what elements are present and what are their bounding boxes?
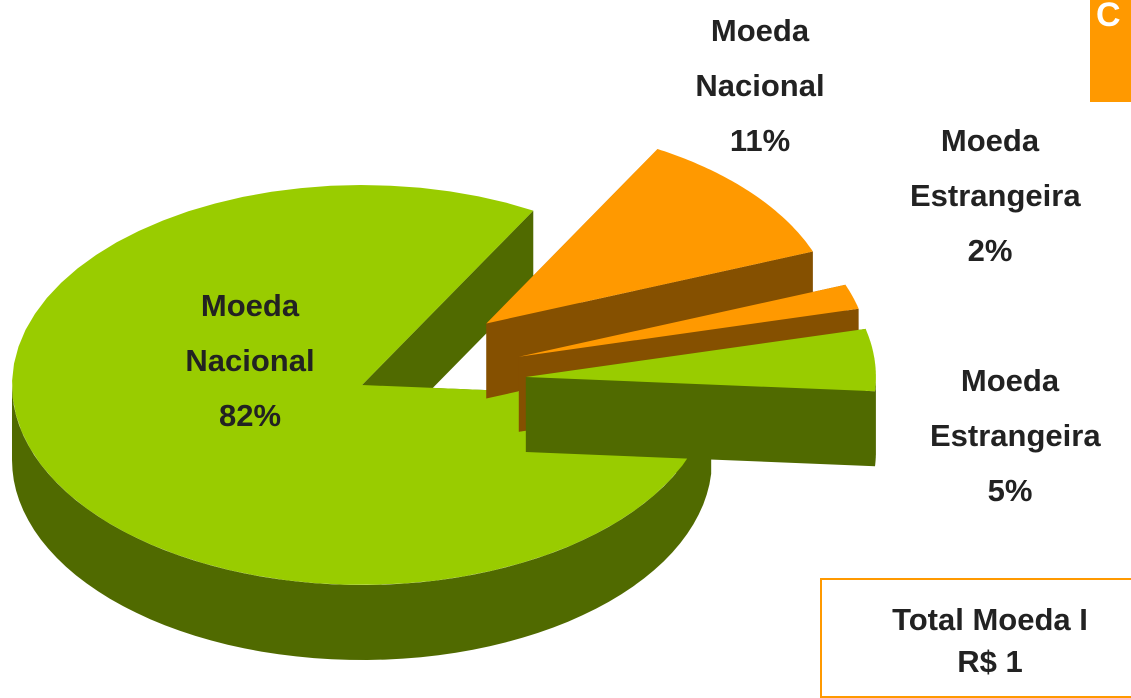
slice xyxy=(486,149,813,324)
value-label: 5% xyxy=(987,473,1033,508)
category-label: Moeda Estrangeira xyxy=(910,123,1081,213)
total-line: Total Moeda I xyxy=(892,602,1088,637)
total-box: Total Moeda I R$ 1 xyxy=(820,578,1131,698)
value-label: 2% xyxy=(967,233,1013,268)
slice xyxy=(525,328,876,392)
slice xyxy=(518,284,859,357)
slice-label: Moeda Estrangeira 2% xyxy=(870,113,1110,278)
slice-side xyxy=(12,385,712,660)
slice-label: Moeda Nacional 11% xyxy=(640,3,880,168)
slice-label: Moeda Estrangeira 5% xyxy=(890,353,1130,518)
slice xyxy=(12,185,712,585)
chart xyxy=(12,149,876,660)
page: {"chart_data": {"type": "pie", "categori… xyxy=(12,0,1131,698)
slice-label: Moeda Nacional 82% xyxy=(130,278,370,443)
total-line: R$ 1 xyxy=(957,644,1023,679)
category-label: Moeda Nacional xyxy=(695,13,825,103)
corner-box: C xyxy=(1090,0,1131,102)
category-label: Moeda Estrangeira xyxy=(930,363,1101,453)
corner-text: C xyxy=(1096,0,1121,34)
value-label: 82% xyxy=(218,398,282,433)
value-label: 11% xyxy=(729,123,791,158)
category-label: Moeda Nacional xyxy=(185,288,315,378)
slice-side xyxy=(875,377,876,467)
slice-wall xyxy=(525,376,876,467)
